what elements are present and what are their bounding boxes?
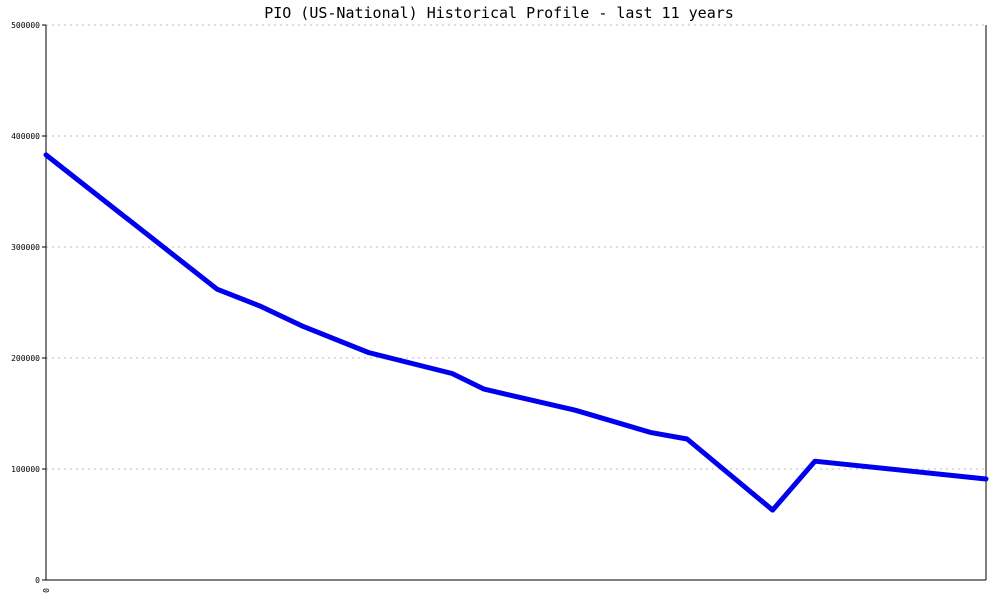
x-tick-labels: 0 [42,588,51,593]
series-line [43,152,989,513]
chart-title: PIO (US-National) Historical Profile - l… [264,4,734,22]
y-tick-label: 500000 [11,21,40,30]
y-tick-label: 300000 [11,243,40,252]
y-tick-label: 200000 [11,354,40,363]
series-lines [43,152,989,513]
y-tick-labels: 0 100000 200000 300000 400000 500000 [11,21,46,585]
y-tick-label: 400000 [11,132,40,141]
x-tick-label: 0 [42,588,51,593]
grid-lines [46,24,986,470]
y-tick-label: 0 [35,576,40,585]
y-tick-label: 100000 [11,465,40,474]
